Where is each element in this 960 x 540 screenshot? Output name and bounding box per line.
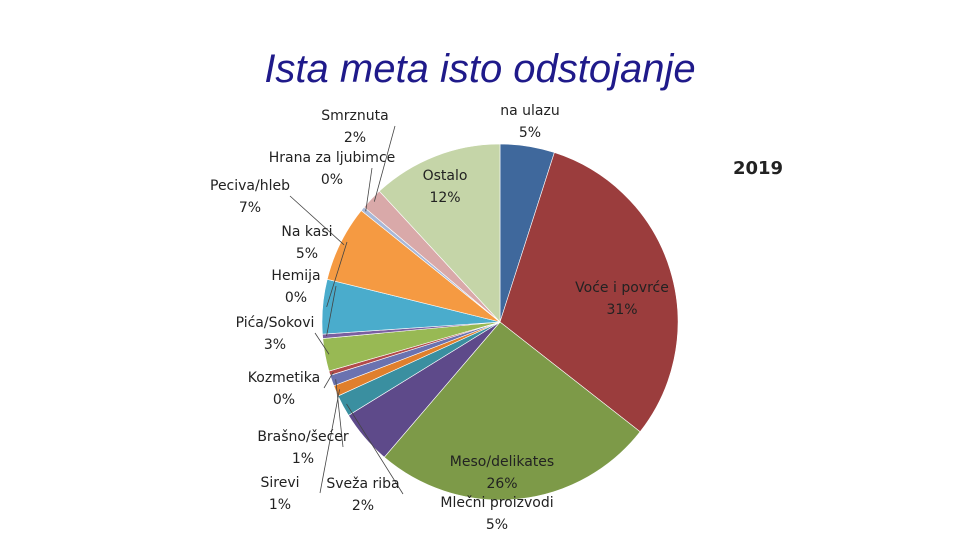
- slice-value-label: 26%: [486, 476, 517, 492]
- leader-line: [323, 371, 334, 389]
- slice-value-label: 0%: [321, 172, 343, 188]
- leader-line: [326, 241, 348, 308]
- slice-label: Kozmetika: [248, 370, 320, 386]
- pie-slice: [499, 152, 679, 433]
- slice-label: Hemija: [271, 268, 320, 284]
- slice-label: Ostalo: [423, 168, 468, 184]
- slice-label: Smrznuta: [321, 108, 388, 124]
- leader-line: [289, 195, 345, 246]
- slice-value-label: 7%: [239, 200, 261, 216]
- slice-label: Voće i povrće: [575, 280, 669, 296]
- slice-value-label: 2%: [352, 498, 374, 514]
- slice-value-label: 1%: [292, 451, 314, 467]
- slice-value-label: 5%: [486, 517, 508, 533]
- slice-value-label: 31%: [606, 302, 637, 318]
- slice-value-label: 1%: [269, 497, 291, 513]
- slice-label: Mlečni proizvodi: [440, 495, 553, 511]
- leader-line: [335, 379, 344, 448]
- slice-value-label: 0%: [285, 290, 307, 306]
- slice-label: na ulazu: [500, 103, 559, 119]
- pie-slice: [383, 321, 641, 501]
- slice-value-label: 12%: [429, 190, 460, 206]
- leader-line: [365, 167, 373, 212]
- slice-value-label: 0%: [273, 392, 295, 408]
- slice-label: Na kasi: [281, 224, 332, 240]
- slice-label: Meso/delikates: [450, 454, 554, 470]
- slice-value-label: 2%: [344, 130, 366, 146]
- chart-title: Ista meta isto odstojanje: [264, 47, 695, 91]
- leader-line: [319, 389, 340, 494]
- leader-line: [373, 125, 396, 202]
- slice-label: Sveža riba: [326, 476, 399, 492]
- pie-slice: [378, 143, 501, 323]
- slice-value-label: 5%: [296, 246, 318, 262]
- slice-value-label: 5%: [519, 125, 541, 141]
- slice-label: Brašno/šećer: [257, 429, 349, 445]
- leader-line: [314, 332, 330, 355]
- leader-line: [346, 403, 404, 495]
- slice-label: Pića/Sokovi: [236, 315, 315, 331]
- chart-subtitle: 2019: [733, 158, 783, 179]
- slice-value-label: 3%: [264, 337, 286, 353]
- leader-line: [326, 285, 337, 337]
- slice-label: Peciva/hleb: [210, 178, 290, 194]
- slice-label: Sirevi: [260, 475, 299, 491]
- slice-label: Hrana za ljubimce: [269, 150, 396, 166]
